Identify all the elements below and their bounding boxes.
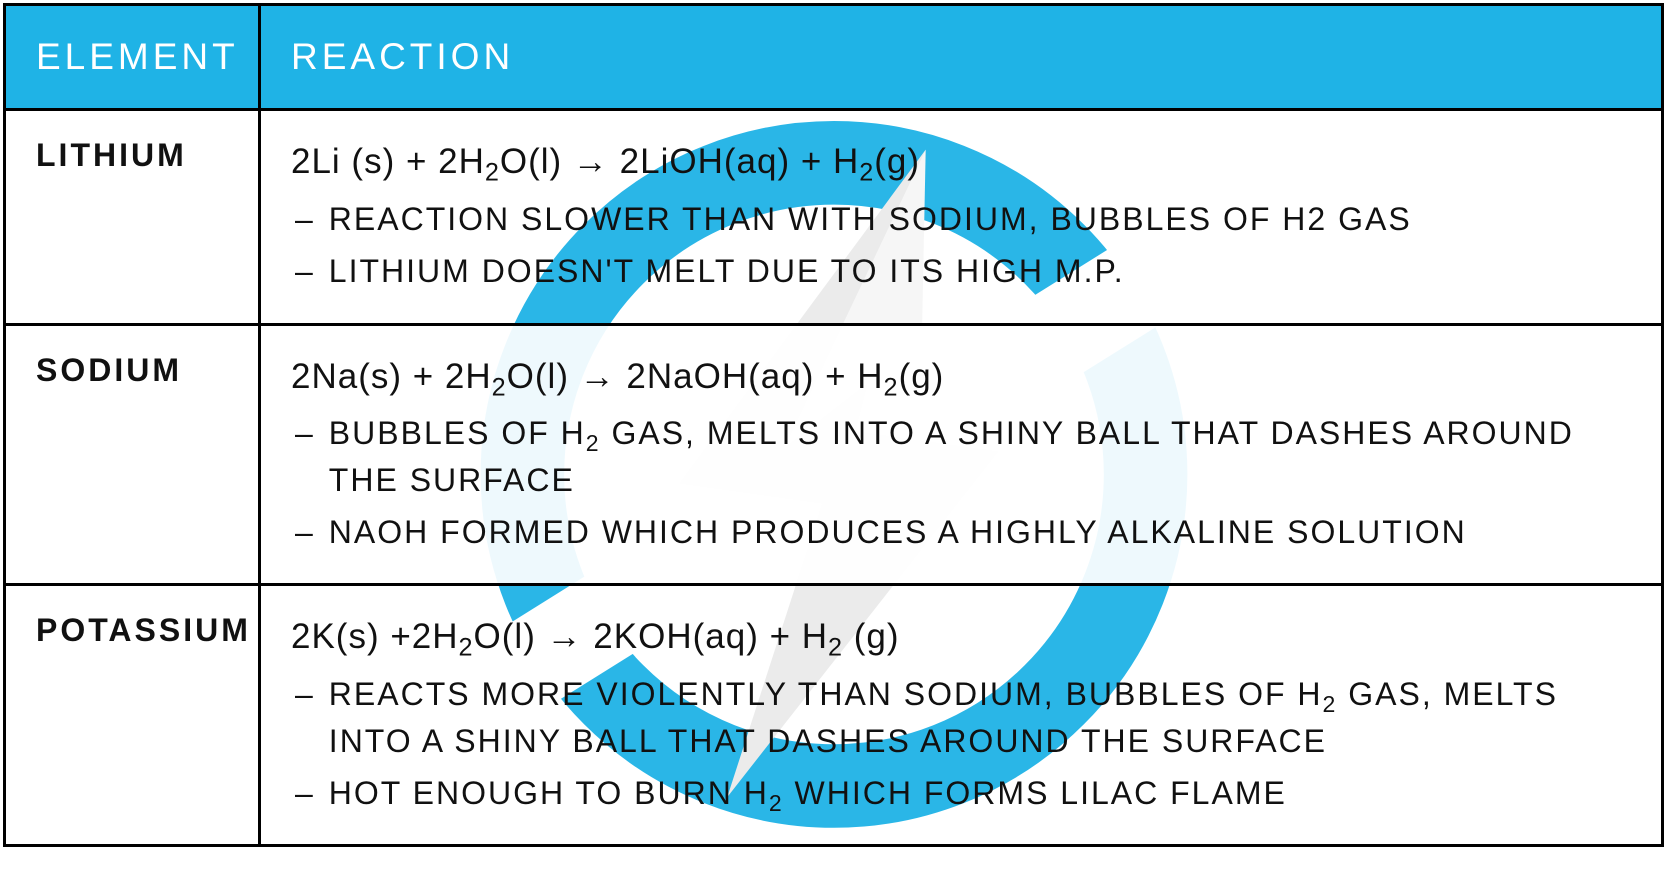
note-text: LITHIUM DOESN'T MELT DUE TO ITS HIGH M.P… — [329, 248, 1631, 294]
equation: 2K(s) +2H2O(l) → 2KOH(aq) + H2 (g) — [291, 612, 1631, 663]
reaction-note: –REACTS MORE VIOLENTLY THAN SODIUM, BUBB… — [291, 671, 1631, 764]
equation: 2Na(s) + 2H2O(l) → 2NaOH(aq) + H2(g) — [291, 352, 1631, 403]
reaction-note: –REACTION SLOWER THAN WITH SODIUM, BUBBL… — [291, 196, 1631, 242]
header-reaction: REACTION — [260, 5, 1663, 110]
note-text: REACTS MORE VIOLENTLY THAN SODIUM, BUBBL… — [329, 671, 1631, 764]
dash-icon: – — [295, 671, 329, 717]
note-text: HOT ENOUGH TO BURN H2 WHICH FORMS LILAC … — [329, 770, 1631, 816]
note-text: REACTION SLOWER THAN WITH SODIUM, BUBBLE… — [329, 196, 1631, 242]
reaction-cell: 2Na(s) + 2H2O(l) → 2NaOH(aq) + H2(g) –BUB… — [260, 324, 1663, 585]
equation: 2Li (s) + 2H2O(l) → 2LiOH(aq) + H2(g) — [291, 137, 1631, 188]
table-row: SODIUM2Na(s) + 2H2O(l) → 2NaOH(aq) + H2(… — [5, 324, 1663, 585]
dash-icon: – — [295, 196, 329, 242]
reactions-table: ELEMENT REACTION LITHIUM2Li (s) + 2H2O(l… — [3, 3, 1664, 847]
reaction-note: –LITHIUM DOESN'T MELT DUE TO ITS HIGH M.… — [291, 248, 1631, 294]
reaction-cell: 2K(s) +2H2O(l) → 2KOH(aq) + H2 (g) –REACT… — [260, 585, 1663, 846]
dash-icon: – — [295, 770, 329, 816]
element-name: LITHIUM — [5, 110, 260, 325]
dash-icon: – — [295, 509, 329, 555]
reaction-cell: 2Li (s) + 2H2O(l) → 2LiOH(aq) + H2(g) –RE… — [260, 110, 1663, 325]
dash-icon: – — [295, 248, 329, 294]
reaction-note: –NAOH FORMED WHICH PRODUCES A HIGHLY ALK… — [291, 509, 1631, 555]
element-name: POTASSIUM — [5, 585, 260, 846]
table-row: LITHIUM2Li (s) + 2H2O(l) → 2LiOH(aq) + H… — [5, 110, 1663, 325]
element-name: SODIUM — [5, 324, 260, 585]
reaction-note: –HOT ENOUGH TO BURN H2 WHICH FORMS LILAC… — [291, 770, 1631, 816]
reaction-note: –BUBBLES OF H2 GAS, MELTS INTO A SHINY B… — [291, 410, 1631, 503]
dash-icon: – — [295, 410, 329, 456]
note-text: NAOH FORMED WHICH PRODUCES A HIGHLY ALKA… — [329, 509, 1631, 555]
note-text: BUBBLES OF H2 GAS, MELTS INTO A SHINY BA… — [329, 410, 1631, 503]
table-header-row: ELEMENT REACTION — [5, 5, 1663, 110]
header-element: ELEMENT — [5, 5, 260, 110]
table-row: POTASSIUM2K(s) +2H2O(l) → 2KOH(aq) + H2 … — [5, 585, 1663, 846]
